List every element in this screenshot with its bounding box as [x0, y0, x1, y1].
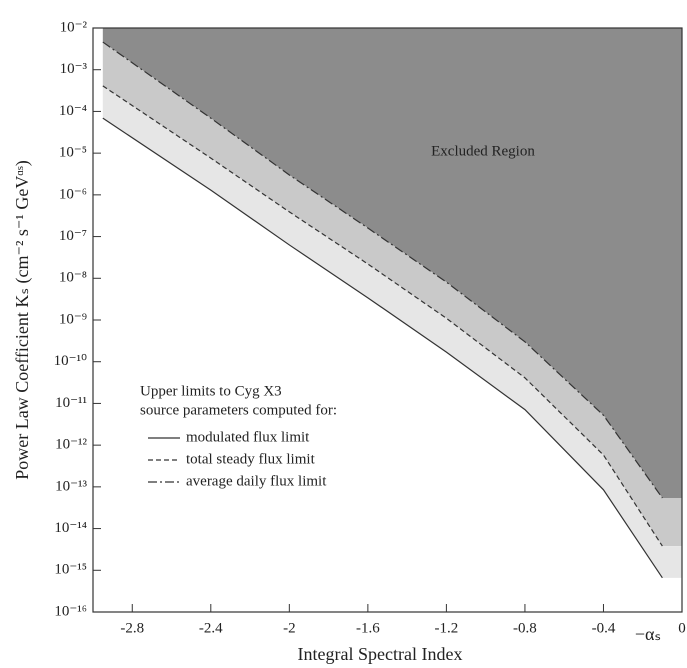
series-line	[102, 117, 663, 579]
legend-title: source parameters computed for:	[140, 402, 337, 418]
y-tick-label: 10⁻¹³	[55, 478, 87, 494]
x-axis-end-label: −αₛ	[635, 624, 661, 644]
y-tick-label: 10⁻⁸	[59, 270, 87, 286]
y-tick-label: 10⁻⁶	[59, 186, 87, 202]
excluded-region	[102, 28, 683, 499]
x-tick-label: -0.8	[513, 620, 537, 636]
x-tick-label: -2.8	[120, 620, 144, 636]
y-tick-label: 10⁻¹⁰	[54, 353, 87, 369]
y-tick-label: 10⁻²	[60, 19, 88, 35]
x-tick-label: -1.6	[356, 620, 380, 636]
y-tick-label: 10⁻¹⁶	[54, 603, 87, 619]
y-tick-label: 10⁻¹¹	[55, 395, 87, 411]
legend-label: modulated flux limit	[186, 429, 310, 445]
regions	[102, 28, 683, 578]
x-tick-label: -2	[283, 620, 296, 636]
annotation: Excluded Region	[431, 143, 535, 159]
x-tick-label: 0	[678, 620, 686, 636]
y-tick-label: 10⁻¹⁴	[54, 520, 87, 536]
series-line	[102, 85, 663, 547]
legend-title: Upper limits to Cyg X3	[140, 383, 282, 399]
y-tick-label: 10⁻¹²	[55, 437, 87, 453]
legend-label: average daily flux limit	[186, 473, 327, 489]
band	[102, 85, 683, 578]
x-tick-label: -0.4	[592, 620, 616, 636]
legend-label: total steady flux limit	[186, 451, 316, 467]
series-line	[102, 41, 663, 499]
x-axis-label: Integral Spectral Index	[298, 644, 463, 664]
y-tick-label: 10⁻⁷	[59, 228, 87, 244]
band	[102, 42, 683, 547]
y-tick-label: 10⁻¹⁵	[54, 562, 87, 578]
y-axis-label: Power Law Coefficient Kₛ (cm⁻² s⁻¹ GeVᵅˢ…	[12, 160, 33, 480]
x-tick-label: -2.4	[199, 620, 223, 636]
y-tick-label: 10⁻³	[60, 61, 88, 77]
y-tick-label: 10⁻⁹	[59, 311, 87, 327]
marks	[102, 41, 663, 579]
y-tick-label: 10⁻⁴	[59, 103, 87, 119]
y-tick-label: 10⁻⁵	[59, 145, 87, 161]
x-tick-label: -1.2	[435, 620, 459, 636]
